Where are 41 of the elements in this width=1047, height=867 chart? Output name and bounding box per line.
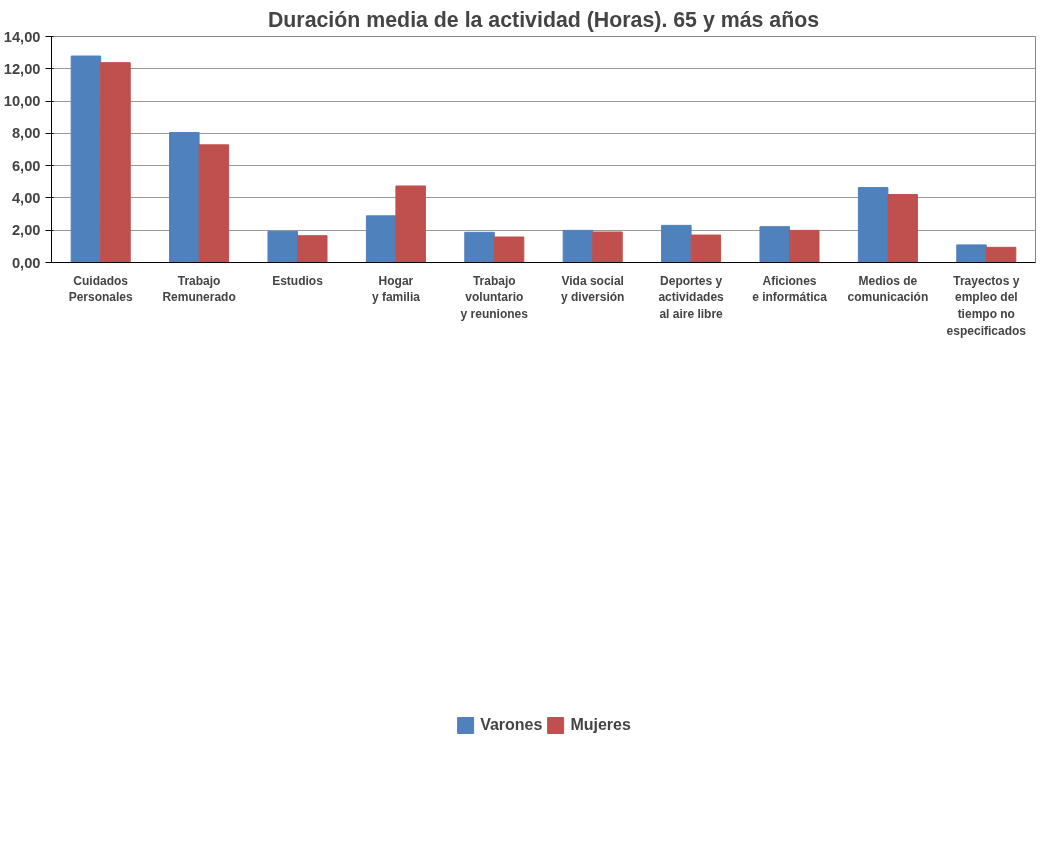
bar [789,229,820,263]
bar [985,246,1017,263]
bar [198,144,230,263]
y-tick-label: 2,00 [11,222,41,239]
x-tick-label: Trabajo voluntario y reuniones [460,273,529,322]
bar [661,224,692,263]
bar [297,235,328,263]
bar [365,215,397,263]
y-tick-label: 12,00 [3,60,41,77]
bar [395,185,426,263]
bar [169,132,200,263]
bar [690,234,722,263]
bar [887,194,918,263]
y-tick-label: 0,00 [11,254,41,271]
x-tick-label: Trabajo Remunerado [162,273,236,305]
bar [464,231,495,263]
bar [592,231,623,263]
chart-title: Duración media de la actividad (Horas). 65 y más años [267,7,820,32]
y-tick-label: 8,00 [11,125,41,142]
bar [759,226,790,263]
bar [956,244,987,263]
legend-label: Varones [480,716,543,734]
legend-label: Mujeres [570,716,631,734]
y-tick-label: 10,00 [3,93,41,110]
x-tick-label: Trayectos y empleo del tiempo no especificados [946,273,1027,338]
bar [100,62,131,263]
bar [562,229,594,263]
bar [267,230,298,263]
bar [70,55,102,263]
y-tick-label: 4,00 [11,189,41,206]
x-tick-label: Vida social y diversión [561,273,625,305]
x-tick-label: Aficiones e informática [752,273,828,305]
y-tick-label: 6,00 [11,157,41,174]
x-tick-label: Estudios [272,273,324,288]
bar [857,187,889,263]
bar [493,236,525,263]
x-tick-label: Cuidados Personales [68,273,134,305]
x-tick-label: Medios de comunicación [847,273,929,305]
y-tick-label: 14,00 [3,28,41,45]
x-tick-label: Hogar y familia [371,273,421,305]
x-tick-label: Deportes y actividades al aire libre [658,273,725,322]
